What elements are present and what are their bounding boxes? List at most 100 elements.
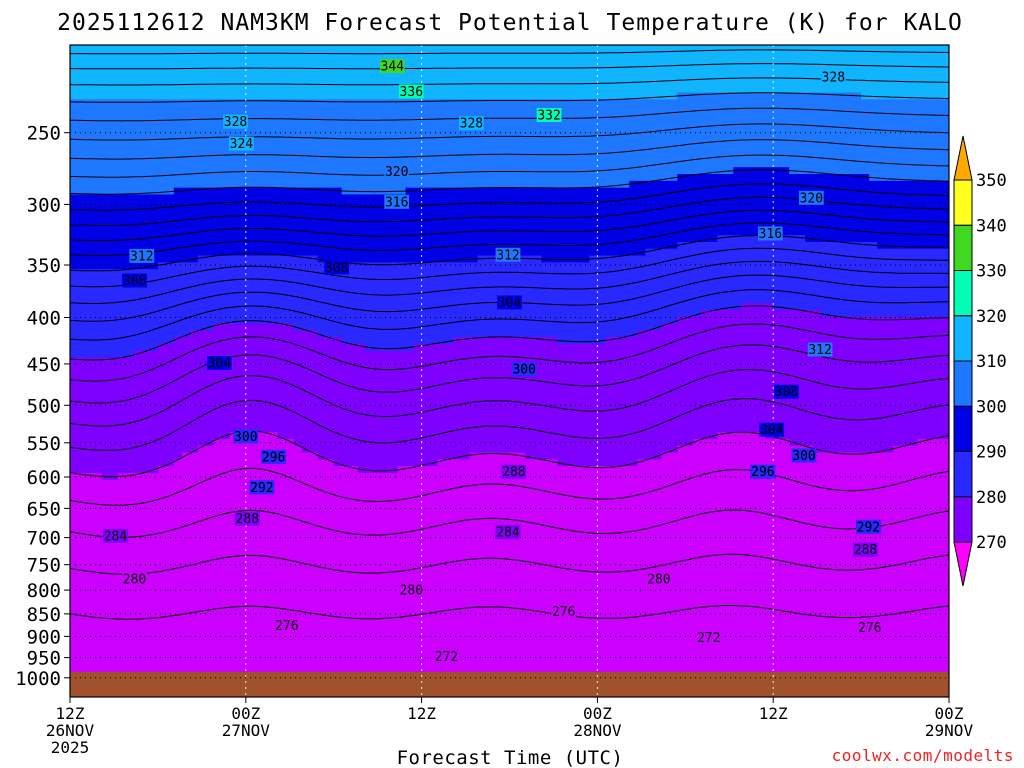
contour-label-bg (233, 429, 259, 444)
isentrope-line (70, 289, 949, 341)
contour-label: 300 (512, 363, 535, 378)
contour-label: 280 (123, 573, 146, 588)
y-tick-label: 600 (27, 467, 61, 489)
contour-label-bg (774, 384, 799, 399)
contour-label-bg (249, 480, 275, 495)
isentrope-line (70, 63, 949, 70)
x-axis-label: Forecast Time (UTC) (397, 747, 624, 768)
plot-area: 344 336 332 328 328 328 324 320 320 316 316 312 312 3… (70, 45, 949, 697)
contour-label: 328 (224, 115, 247, 130)
contour-label: 288 (236, 512, 259, 527)
contour-label-bg (497, 295, 522, 310)
isentrope-line (70, 139, 949, 160)
plot-frame (69, 44, 950, 698)
isentrope-line (70, 605, 949, 620)
y-tick-label: 850 (27, 604, 61, 626)
contour-label: 316 (385, 195, 408, 210)
isentrope-line (70, 509, 949, 538)
contour-label: 276 (858, 621, 881, 636)
x-tick-label: 2025 (51, 738, 90, 757)
contour-label-bg (857, 620, 883, 635)
colorbar-label: 330 (976, 262, 1007, 282)
contour-label: 308 (123, 274, 146, 289)
contour-label: 344 (381, 60, 405, 75)
isentrope-line (70, 467, 949, 506)
contour-label-bg (495, 247, 521, 262)
contour-label-bg (856, 519, 881, 534)
contour-label-bg (820, 70, 846, 85)
y-tick-label: 250 (27, 123, 61, 145)
contour-label: 308 (775, 385, 798, 400)
y-tick-label: 500 (27, 395, 61, 417)
isentrope-line (70, 77, 949, 86)
y-tick-label: 650 (27, 498, 61, 520)
contour-label: 280 (647, 573, 670, 588)
y-tick-label: 750 (27, 555, 61, 577)
contour-label: 308 (325, 261, 348, 276)
colorbar-arrow-bottom (953, 541, 973, 587)
contour-label: 280 (400, 584, 423, 599)
colorbar-arrow-top (953, 135, 973, 181)
contour-label-bg (759, 422, 785, 437)
contour-label-bg (750, 464, 776, 479)
colorbar-swatch (953, 179, 973, 226)
contour-label: 288 (502, 465, 525, 480)
contour-label-bg (261, 449, 286, 464)
contour-label: 288 (854, 543, 877, 558)
isentrope-line (70, 49, 949, 55)
contour-label: 276 (552, 605, 575, 620)
contour-label: 312 (808, 343, 831, 358)
contour-label-bg (122, 572, 147, 587)
x-tick-label: 27NOV (222, 721, 271, 740)
contour-label-bg (384, 194, 410, 209)
contour-label-bg (129, 248, 155, 263)
x-tick-label: 26NOV (46, 721, 95, 740)
credit-link[interactable]: coolwx.com/modelts (832, 746, 1014, 765)
y-tick-label: 300 (27, 194, 61, 216)
contour-label-bg (434, 649, 459, 664)
contour-label-bg (384, 164, 410, 179)
contour-label-bg (757, 226, 783, 241)
y-tick-label: 350 (27, 255, 61, 277)
contour-label-bg (223, 114, 248, 129)
contour-label: 292 (857, 520, 880, 535)
contour-label-bg (791, 448, 817, 463)
colorbar-label: 310 (976, 352, 1007, 372)
colorbar-legend: 270 280 290 300 310 320 330 340 350 (953, 135, 1007, 587)
x-tick-label: 00Z (231, 704, 260, 723)
colorbar-label: 340 (976, 216, 1007, 236)
y-tick-label: 1000 (15, 668, 61, 690)
contour-label: 272 (697, 631, 720, 646)
contour-label: 300 (234, 430, 257, 445)
contour-label-bg (501, 464, 527, 479)
contour-label-bg (853, 542, 878, 557)
colorbar-label: 320 (976, 307, 1007, 327)
x-tick-label: 29NOV (925, 721, 974, 740)
contour-label: 300 (792, 449, 815, 464)
contour-label: 324 (230, 137, 254, 152)
colorbar-label: 280 (976, 488, 1007, 508)
isentrope-line (70, 430, 949, 478)
colorbar-swatch (953, 224, 973, 272)
colorbar-label: 290 (976, 443, 1007, 463)
contour-label-bg (207, 356, 232, 370)
contour-label: 320 (385, 165, 408, 180)
isentrope-line (70, 209, 949, 241)
contour-label: 304 (208, 357, 232, 372)
y-tick-label: 900 (27, 626, 61, 648)
isentrope-line (70, 553, 949, 575)
contour-label: 304 (760, 423, 784, 438)
colorbar-swatch (953, 451, 973, 498)
y-tick-label: 950 (27, 648, 61, 670)
x-tick-label: 00Z (935, 704, 964, 723)
x-tick-label: 12Z (759, 704, 788, 723)
contour-label: 272 (435, 650, 458, 665)
y-tick-label: 800 (27, 580, 61, 602)
contour-label-bg (379, 59, 405, 74)
contour-label-bg (798, 190, 824, 205)
contour-label-bg (495, 524, 521, 539)
isentrope-line (70, 247, 949, 288)
contour-labels: 344 336 332 328 328 328 324 320 320 316 316 312 312 3… (103, 59, 883, 665)
x-tick-label: 28NOV (573, 721, 622, 740)
